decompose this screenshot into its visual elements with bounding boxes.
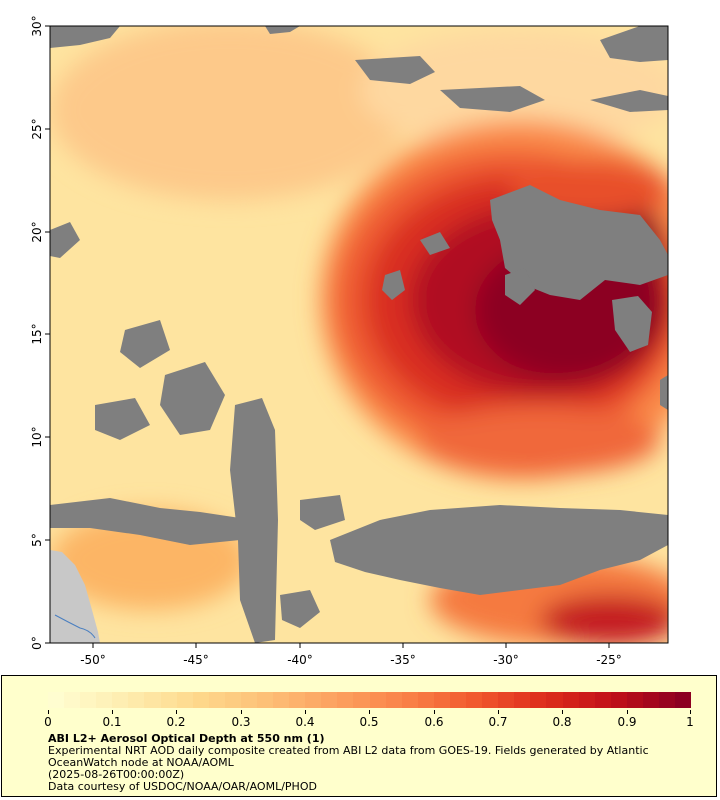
aod-map: -50° -45° -40° -35° -30° -25° 0° 5° 10° … <box>30 15 669 667</box>
colorbar-swatch <box>160 692 177 708</box>
lat-tick-label: 15° <box>30 323 44 344</box>
colorbar-swatch <box>257 692 274 708</box>
colorbar-tick <box>241 710 242 714</box>
colorbar-swatch <box>675 692 692 708</box>
lon-tick-label: -25° <box>596 653 622 667</box>
colorbar-tick <box>434 710 435 714</box>
colorbar-swatch <box>594 692 611 708</box>
colorbar-swatch <box>610 692 627 708</box>
colorbar-swatch <box>498 692 515 708</box>
colorbar-tick <box>369 710 370 714</box>
colorbar-swatch <box>401 692 418 708</box>
colorbar-tick <box>498 710 499 714</box>
lon-tick-label: -50° <box>80 653 106 667</box>
colorbar-label: 0.4 <box>295 715 315 729</box>
lat-tick-label: 30° <box>30 15 44 36</box>
colorbar-swatch <box>176 692 193 708</box>
colorbar-swatch <box>433 692 450 708</box>
colorbar-swatch <box>224 692 241 708</box>
colorbar-swatch <box>353 692 370 708</box>
colorbar-swatch <box>449 692 467 708</box>
colorbar-swatch <box>208 692 225 708</box>
colorbar-swatch <box>514 692 531 708</box>
lon-tick-label: -45° <box>183 653 209 667</box>
colorbar-swatch <box>546 692 563 708</box>
colorbar-swatch <box>578 692 595 708</box>
colorbar-swatch <box>626 692 643 708</box>
colorbar-swatch <box>530 692 547 708</box>
colorbar-tick <box>627 710 628 714</box>
colorbar-tick <box>48 710 49 714</box>
legend-description: Experimental NRT AOD daily composite cre… <box>48 744 649 769</box>
lon-axis <box>92 643 610 648</box>
colorbar-swatch <box>321 692 338 708</box>
colorbar-tick <box>690 710 691 714</box>
colorbar-swatch <box>240 692 258 708</box>
colorbar-tick <box>112 710 113 714</box>
colorbar-tick <box>176 710 177 714</box>
lat-tick-label: 0° <box>30 636 44 650</box>
colorbar-swatch <box>385 692 402 708</box>
legend-credit: Data courtesy of USDOC/NOAA/OAR/AOML/PHO… <box>48 780 317 793</box>
legend-date: (2025-08-26T00:00:00Z) <box>48 768 185 781</box>
colorbar-swatch <box>482 692 499 708</box>
colorbar-label: 0.3 <box>231 715 251 729</box>
colorbar-label: 0.9 <box>617 715 637 729</box>
colorbar-swatch <box>273 692 290 708</box>
lon-tick-label: -30° <box>493 653 519 667</box>
colorbar-label: 0.1 <box>102 715 122 729</box>
colorbar-swatch <box>658 692 676 708</box>
legend-title: ABI L2+ Aerosol Optical Depth at 550 nm … <box>48 732 325 745</box>
colorbar-swatch <box>80 692 97 708</box>
lon-tick-label: -40° <box>287 653 313 667</box>
colorbar-label: 0.2 <box>166 715 186 729</box>
colorbar-label: 1 <box>686 715 694 729</box>
lat-axis <box>45 25 50 644</box>
colorbar-tick <box>562 710 563 714</box>
no-data-mask <box>50 26 668 643</box>
colorbar <box>48 692 692 708</box>
colorbar-swatch <box>305 692 322 708</box>
legend-panel: 0 0.1 0.2 0.3 0.4 0.5 0.6 0.7 0.8 0.9 1 … <box>1 675 717 797</box>
colorbar-swatch <box>337 692 354 708</box>
colorbar-swatch <box>642 692 659 708</box>
colorbar-swatch <box>466 692 483 708</box>
colorbar-swatch <box>96 692 113 708</box>
lat-tick-label: 10° <box>30 426 44 447</box>
colorbar-swatch <box>562 692 579 708</box>
lat-tick-label: 20° <box>30 221 44 242</box>
legend-text: ABI L2+ Aerosol Optical Depth at 550 nm … <box>48 733 708 793</box>
colorbar-swatch <box>192 692 209 708</box>
colorbar-label: 0.7 <box>488 715 508 729</box>
colorbar-label: 0.6 <box>424 715 444 729</box>
colorbar-swatch <box>144 692 161 708</box>
colorbar-swatch <box>64 692 81 708</box>
colorbar-swatch <box>112 692 129 708</box>
colorbar-swatch <box>128 692 145 708</box>
colorbar-swatch <box>48 692 65 708</box>
lat-tick-label: 25° <box>30 118 44 139</box>
colorbar-label: 0.8 <box>552 715 572 729</box>
colorbar-swatch <box>417 692 434 708</box>
lat-tick-label: 5° <box>30 533 44 547</box>
colorbar-label: 0.5 <box>359 715 379 729</box>
colorbar-swatch <box>289 692 306 708</box>
south-america-land <box>50 550 100 643</box>
colorbar-label: 0 <box>44 715 52 729</box>
colorbar-swatch <box>369 692 386 708</box>
lon-tick-label: -35° <box>390 653 416 667</box>
colorbar-tick <box>305 710 306 714</box>
